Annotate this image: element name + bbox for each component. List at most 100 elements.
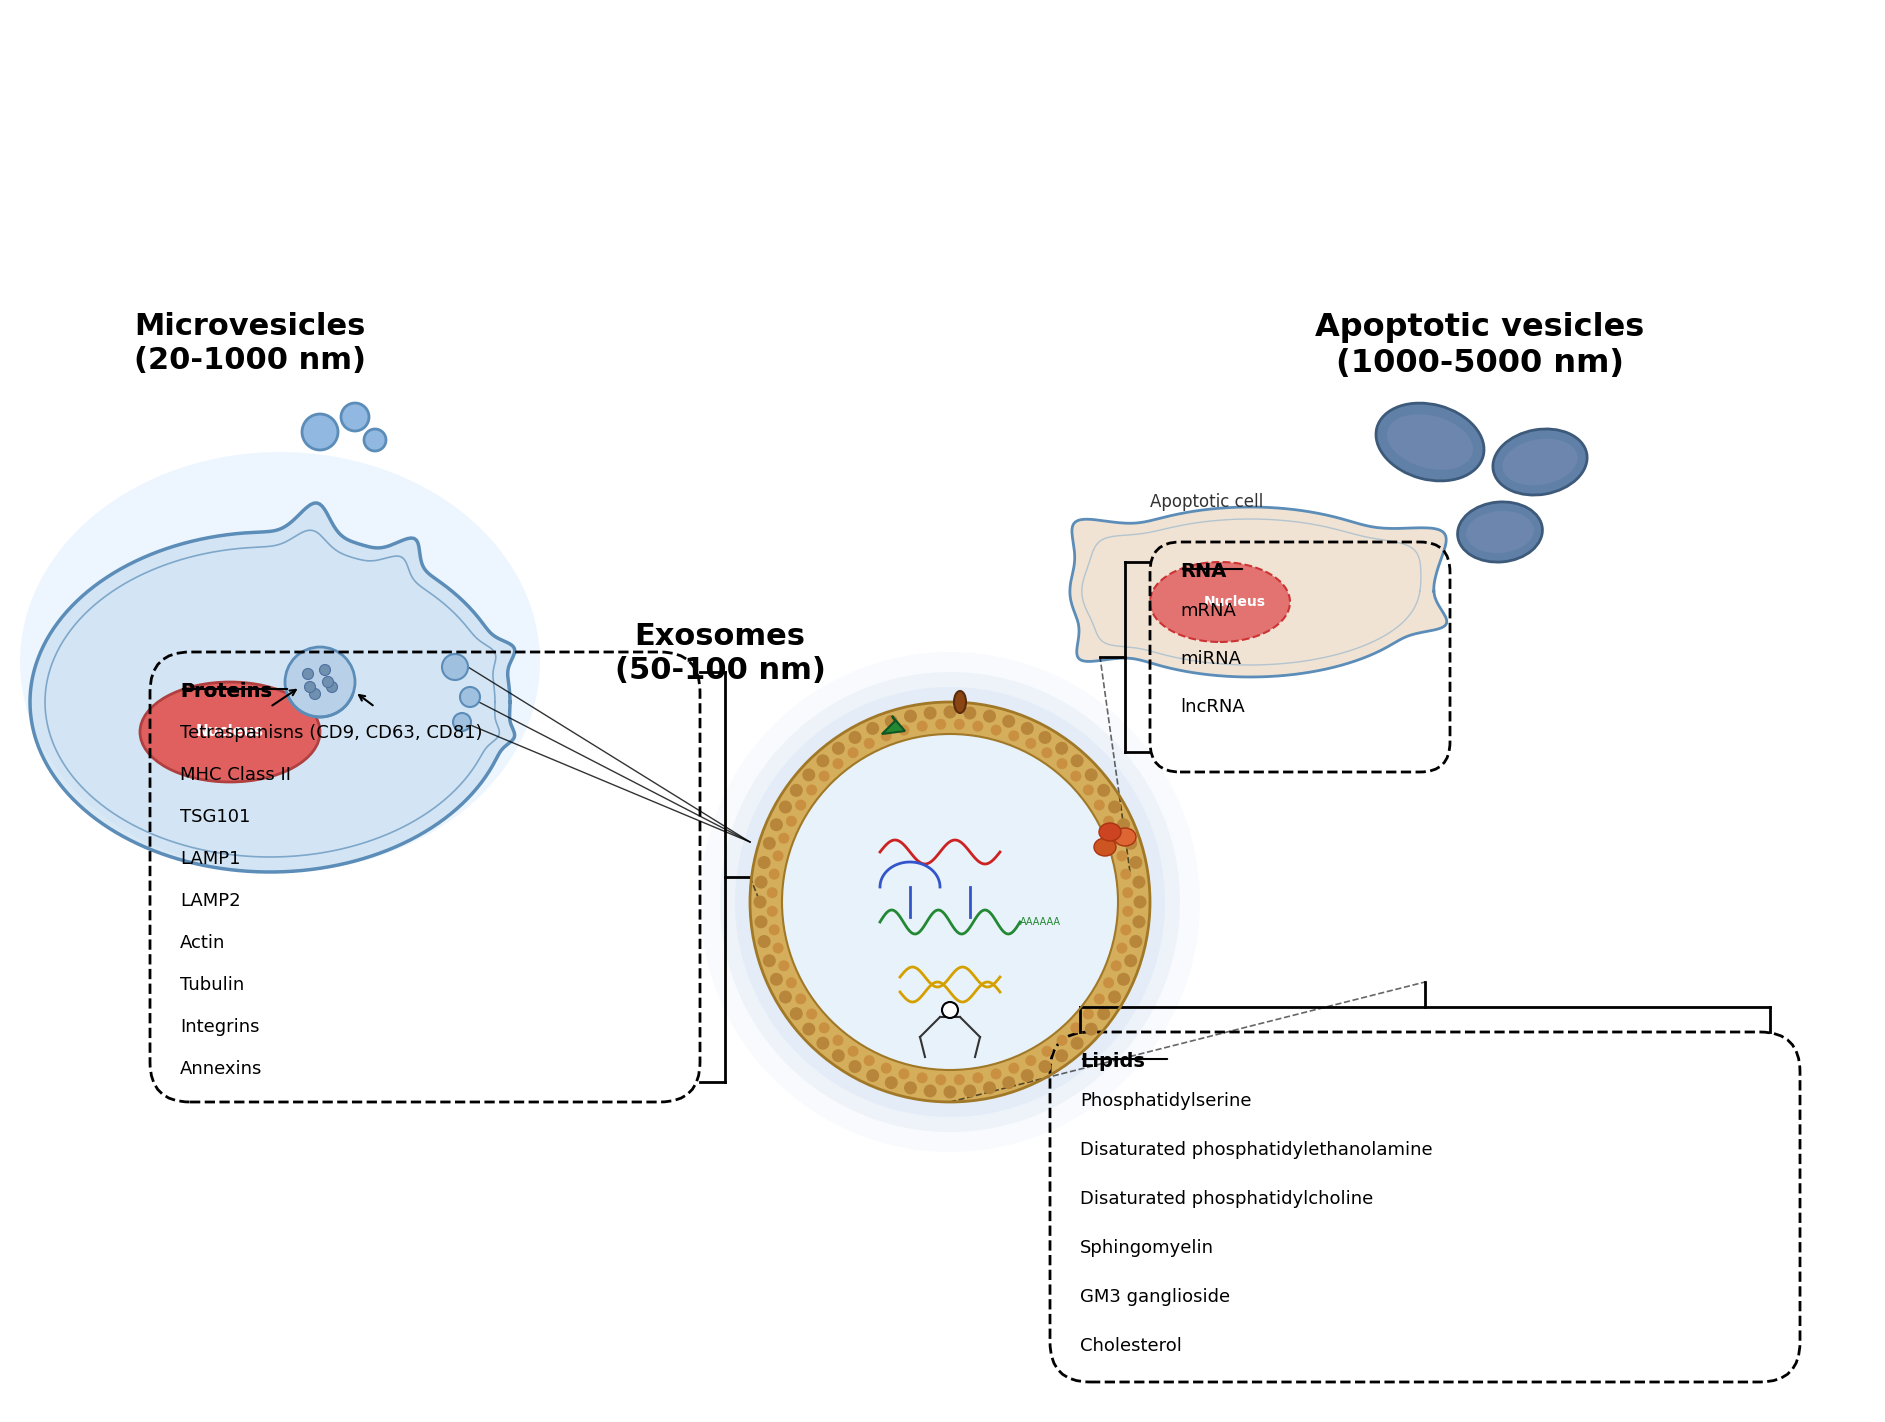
Circle shape [803,1022,816,1035]
Circle shape [816,754,829,768]
Circle shape [1097,1007,1110,1020]
Circle shape [758,936,771,948]
Circle shape [1123,836,1137,850]
Circle shape [769,924,780,936]
Circle shape [848,1059,861,1074]
Circle shape [763,836,777,850]
Polygon shape [1071,508,1448,677]
Circle shape [899,1068,909,1079]
Circle shape [1118,973,1131,985]
Circle shape [944,1085,956,1099]
Text: Microvesicles
(20-1000 nm): Microvesicles (20-1000 nm) [134,311,366,374]
Circle shape [916,1072,927,1084]
Text: Annexins: Annexins [179,1059,262,1078]
Ellipse shape [1114,828,1137,846]
Circle shape [754,896,767,909]
Circle shape [285,647,354,717]
Circle shape [1008,1062,1020,1074]
Circle shape [1025,738,1037,749]
Circle shape [769,818,782,832]
Circle shape [302,414,337,449]
Circle shape [750,702,1150,1102]
Circle shape [803,768,816,781]
Text: TSG101: TSG101 [179,808,251,826]
Circle shape [1122,887,1133,899]
Circle shape [924,1085,937,1098]
Circle shape [992,1068,1001,1079]
Text: LAMP1: LAMP1 [179,850,241,867]
Circle shape [767,887,779,899]
Text: GM3 ganglioside: GM3 ganglioside [1080,1288,1231,1305]
Ellipse shape [1457,502,1542,562]
Circle shape [795,994,807,1004]
Circle shape [460,687,481,707]
Circle shape [364,429,386,451]
Polygon shape [882,717,905,734]
Circle shape [848,731,861,744]
Circle shape [302,668,313,680]
Circle shape [779,801,792,813]
Circle shape [1120,924,1131,936]
Circle shape [916,721,927,732]
Circle shape [1084,1022,1097,1035]
Circle shape [779,960,790,971]
Circle shape [1025,1055,1037,1066]
Circle shape [992,725,1001,735]
Circle shape [863,738,875,749]
Circle shape [326,681,337,693]
Circle shape [754,916,767,929]
Circle shape [720,673,1180,1132]
Circle shape [982,1081,995,1095]
Text: Cholesterol: Cholesterol [1080,1337,1182,1355]
Circle shape [1133,896,1146,909]
Circle shape [1103,816,1114,826]
Circle shape [795,799,807,811]
Circle shape [1056,742,1069,755]
Text: Lipids: Lipids [1080,1052,1144,1071]
Circle shape [786,977,797,988]
Text: Integrins: Integrins [179,1018,260,1037]
Circle shape [807,1008,818,1020]
Circle shape [1093,994,1105,1004]
Circle shape [769,869,780,880]
Circle shape [831,742,844,755]
Circle shape [1056,758,1067,769]
Circle shape [816,1037,829,1049]
Circle shape [867,722,878,735]
Circle shape [786,816,797,826]
Circle shape [1071,1022,1082,1034]
Circle shape [769,973,782,985]
Circle shape [1082,785,1093,795]
Circle shape [818,771,829,782]
Circle shape [773,943,784,954]
Ellipse shape [1467,510,1534,553]
Circle shape [1056,1049,1069,1062]
Circle shape [1129,936,1142,948]
Circle shape [779,991,792,1004]
Circle shape [1108,801,1122,813]
Ellipse shape [21,452,539,872]
Text: Phosphatidylserine: Phosphatidylserine [1080,1092,1252,1111]
Circle shape [452,712,471,731]
Text: Apoptotic cell: Apoptotic cell [1150,493,1263,510]
Circle shape [833,1035,843,1045]
Circle shape [880,1062,892,1074]
Circle shape [1041,747,1052,758]
Circle shape [754,876,767,889]
Text: Proteins: Proteins [179,683,271,701]
Circle shape [880,731,892,741]
Circle shape [779,833,790,843]
Circle shape [863,1055,875,1066]
Circle shape [1084,768,1097,781]
Circle shape [942,1003,958,1018]
Circle shape [1022,1069,1033,1082]
Circle shape [1022,722,1033,735]
Circle shape [1071,771,1082,782]
Text: RNA: RNA [1180,562,1227,582]
Circle shape [1056,1035,1067,1045]
Ellipse shape [1093,838,1116,856]
Circle shape [441,654,467,680]
Circle shape [1039,1059,1052,1074]
Circle shape [322,677,334,687]
Circle shape [973,721,984,732]
